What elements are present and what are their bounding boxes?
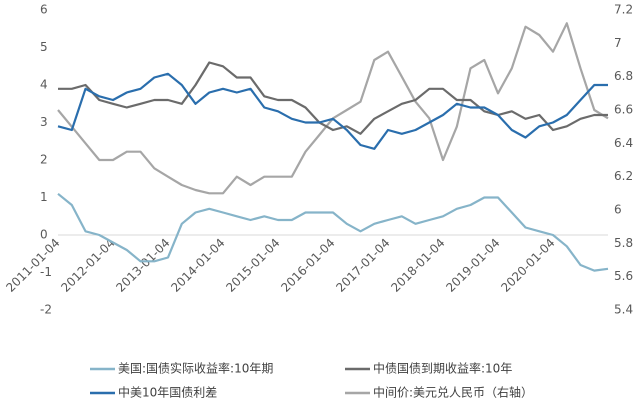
y-tick-label: -1 bbox=[40, 265, 52, 279]
y2-tick-label: 6.4 bbox=[614, 136, 633, 150]
y2-tick-label: 7 bbox=[614, 36, 622, 50]
y2-tick-label: 6 bbox=[614, 203, 622, 217]
x-tick-label: 2018-01-04 bbox=[388, 236, 447, 295]
legend-label: 中债国债到期收益率:10年 bbox=[373, 361, 512, 376]
x-tick-label: 2016-01-04 bbox=[278, 236, 337, 295]
series-line bbox=[58, 61, 608, 135]
y2-tick-label: 5.8 bbox=[614, 236, 633, 250]
y2-tick-label: 6.8 bbox=[614, 69, 633, 83]
legend-label: 中间价:美元兑人民币（右轴） bbox=[373, 385, 533, 400]
x-tick-label: 2019-01-04 bbox=[443, 236, 502, 295]
x-tick-label: 2011-01-04 bbox=[3, 236, 62, 295]
y2-tick-label: 6.6 bbox=[614, 103, 633, 117]
x-tick-label: 2014-01-04 bbox=[168, 236, 227, 295]
y2-tick-label: 7.2 bbox=[614, 3, 633, 17]
x-tick-label: 2017-01-04 bbox=[333, 236, 392, 295]
legend-label: 中美10年国债利差 bbox=[118, 385, 217, 400]
y-tick-label: 1 bbox=[40, 190, 48, 204]
legend-label: 美国:国债实际收益率:10年期 bbox=[118, 361, 273, 376]
y-tick-label: -2 bbox=[40, 303, 52, 317]
series-line bbox=[57, 72, 608, 150]
series-line bbox=[57, 192, 609, 272]
x-tick-label: 2013-01-04 bbox=[113, 236, 172, 295]
y-tick-label: 6 bbox=[40, 3, 48, 17]
y2-tick-label: 6.2 bbox=[614, 169, 633, 183]
y-tick-label: 4 bbox=[40, 78, 48, 92]
y2-tick-label: 5.6 bbox=[614, 269, 633, 283]
series-line bbox=[57, 22, 609, 195]
x-tick-label: 2012-01-04 bbox=[58, 236, 117, 295]
y-tick-label: 2 bbox=[40, 153, 48, 167]
y-tick-label: 3 bbox=[40, 115, 48, 129]
y2-tick-label: 5.4 bbox=[614, 303, 633, 317]
y-tick-label: 5 bbox=[40, 40, 48, 54]
y-tick-label: 0 bbox=[40, 228, 48, 242]
x-tick-label: 2020-01-04 bbox=[498, 236, 557, 295]
x-tick-label: 2015-01-04 bbox=[223, 236, 282, 295]
